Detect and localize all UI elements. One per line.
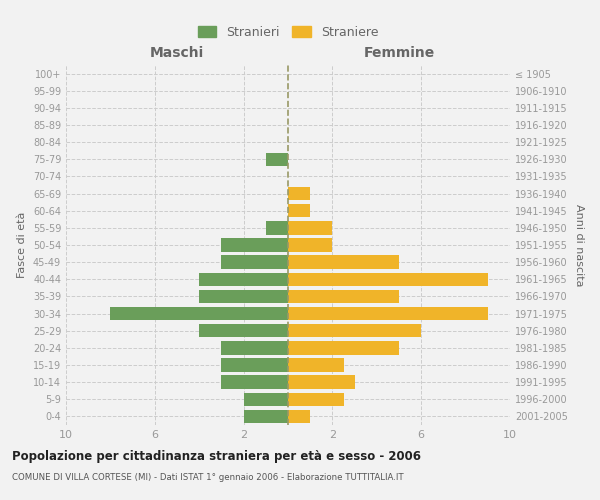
Text: Popolazione per cittadinanza straniera per età e sesso - 2006: Popolazione per cittadinanza straniera p… [12,450,421,463]
Text: Femmine: Femmine [364,46,434,60]
Bar [288,324,421,338]
Bar [221,238,288,252]
Bar [288,221,332,234]
Bar [199,324,288,338]
Bar [288,307,488,320]
Bar [199,290,288,303]
Bar [244,392,288,406]
Y-axis label: Anni di nascita: Anni di nascita [574,204,584,286]
Bar [288,392,343,406]
Legend: Stranieri, Straniere: Stranieri, Straniere [193,21,383,44]
Bar [288,290,399,303]
Bar [288,256,399,269]
Bar [221,376,288,389]
Bar [288,376,355,389]
Bar [244,410,288,423]
Bar [288,238,332,252]
Bar [221,341,288,354]
Bar [199,272,288,286]
Text: Maschi: Maschi [150,46,204,60]
Bar [288,204,310,218]
Bar [110,307,288,320]
Y-axis label: Fasce di età: Fasce di età [17,212,27,278]
Text: COMUNE DI VILLA CORTESE (MI) - Dati ISTAT 1° gennaio 2006 - Elaborazione TUTTITA: COMUNE DI VILLA CORTESE (MI) - Dati ISTA… [12,472,404,482]
Bar [288,341,399,354]
Bar [288,358,343,372]
Bar [288,272,488,286]
Bar [288,410,310,423]
Bar [266,152,288,166]
Bar [266,221,288,234]
Bar [221,256,288,269]
Bar [221,358,288,372]
Bar [288,187,310,200]
